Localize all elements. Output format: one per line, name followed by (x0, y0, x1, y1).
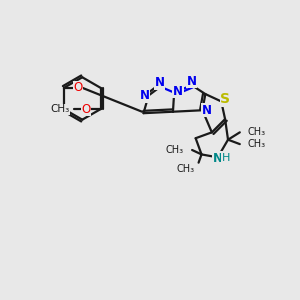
Text: S: S (220, 92, 230, 106)
Text: CH₃: CH₃ (50, 104, 69, 114)
Text: N: N (202, 104, 212, 117)
Text: N: N (140, 89, 150, 102)
Text: H: H (222, 153, 230, 163)
Text: N: N (173, 85, 183, 98)
Text: O: O (81, 103, 91, 116)
Text: N: N (155, 76, 165, 89)
Text: CH₃: CH₃ (166, 145, 184, 155)
Text: N: N (213, 152, 223, 165)
Text: O: O (73, 81, 83, 94)
Text: CH₃: CH₃ (248, 127, 266, 137)
Text: CH₃: CH₃ (177, 164, 195, 173)
Text: N: N (187, 75, 197, 88)
Text: CH₃: CH₃ (248, 139, 266, 149)
